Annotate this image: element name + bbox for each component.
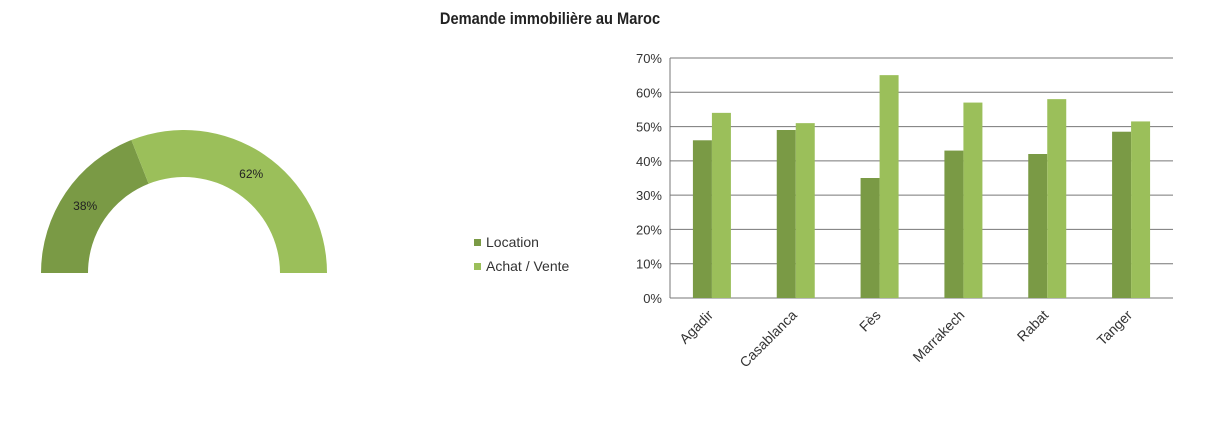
y-tick-label: 30% [636,188,662,203]
bar-achat-marrakech [963,102,983,298]
y-tick-label: 40% [636,154,662,169]
x-tick-label: Casablanca [736,307,800,371]
bar-achat-fès [879,75,899,299]
legend-item-achat: Achat / Vente [474,254,569,278]
y-tick-label: 50% [636,120,662,135]
bar-achat-tanger [1131,121,1151,298]
legend: Location Achat / Vente [474,230,569,278]
bar-achat-casablanca [795,123,815,299]
x-tick-label: Fès [856,307,884,335]
bar-location-rabat [1028,154,1048,298]
y-tick-label: 0% [643,291,662,306]
legend-item-location: Location [474,230,569,254]
bar-location-agadir [692,140,712,298]
bar-location-fès [860,178,880,298]
bar-location-tanger [1112,131,1132,298]
x-tick-label: Rabat [1014,307,1052,345]
y-tick-label: 10% [636,257,662,272]
x-tick-label: Marrakech [909,307,967,365]
bar-location-marrakech [944,150,964,298]
bar-achat-rabat [1047,99,1067,299]
y-tick-label: 20% [636,222,662,237]
legend-label-achat: Achat / Vente [486,258,570,274]
gauge-label-location: 38% [73,199,97,213]
chart-title: Demande immobilière au Maroc [439,9,661,28]
bar-location-casablanca [776,130,796,298]
gauge-slice-location [41,140,149,273]
y-tick-label: 60% [636,85,662,100]
legend-label-location: Location [486,234,539,250]
x-tick-label: Agadir [676,307,716,347]
x-tick-label: Tanger [1094,307,1136,349]
legend-swatch-location [474,238,481,246]
gauge-label-achat: 62% [239,167,263,181]
gauge-slice-achat [131,129,327,273]
bar-achat-agadir [711,112,731,298]
legend-swatch-achat [474,262,481,270]
y-tick-label: 70% [636,51,662,66]
